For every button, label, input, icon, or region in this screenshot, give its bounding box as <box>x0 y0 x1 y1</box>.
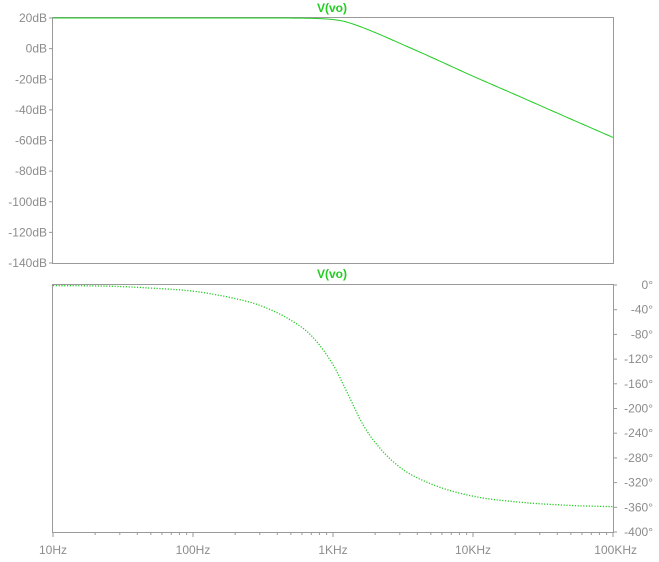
frequency-x-axis: 10Hz 100Hz 1KHz 10KHz 100KHz <box>39 532 637 557</box>
y-tick-label: -240° <box>624 426 653 440</box>
y-tick-label: 0° <box>642 278 654 292</box>
y-tick-label: -80dB <box>15 164 47 178</box>
y-tick-label: -320° <box>624 476 653 490</box>
y-tick-label: 0dB <box>26 42 47 56</box>
phase-plot-frame <box>52 284 614 533</box>
magnitude-panel: V(vo) 20dB 0dB -20dB -40dB -60dB -80dB -100dB -… <box>8 1 614 270</box>
phase-y-axis: 0° -40° -80° -120° -160° -200° -240° -280° -320°… <box>613 278 653 539</box>
x-tick-label: 10Hz <box>39 543 67 557</box>
y-tick-label: -40° <box>631 303 653 317</box>
y-tick-label: -400° <box>624 525 653 539</box>
phase-title: V(vo) <box>317 267 347 281</box>
y-tick-label: -20dB <box>15 72 47 86</box>
y-tick-label: -360° <box>624 500 653 514</box>
y-tick-label: -60dB <box>15 134 47 148</box>
x-tick-label: 10KHz <box>455 543 491 557</box>
magnitude-title: V(vo) <box>317 1 347 15</box>
y-tick-label: -160° <box>624 377 653 391</box>
y-tick-label: -40dB <box>15 103 47 117</box>
y-tick-label: -120° <box>624 352 653 366</box>
y-tick-label: -280° <box>624 451 653 465</box>
x-tick-label: 1KHz <box>318 543 347 557</box>
y-tick-label: 20dB <box>19 11 47 25</box>
magnitude-y-axis: 20dB 0dB -20dB -40dB -60dB -80dB -100dB -120dB -… <box>8 11 53 270</box>
phase-panel: V(vo) 0° -40° -80° -120° -160° -200° -240° -280… <box>39 267 653 557</box>
y-tick-label: -200° <box>624 402 653 416</box>
y-tick-label: -120dB <box>8 225 47 239</box>
x-tick-label: 100KHz <box>594 543 637 557</box>
y-tick-label: -100dB <box>8 195 47 209</box>
magnitude-trace <box>53 17 614 138</box>
y-tick-label: -80° <box>631 327 653 341</box>
magnitude-plot-frame <box>52 17 614 264</box>
x-tick-label: 100Hz <box>176 543 211 557</box>
phase-trace <box>52 284 614 508</box>
y-tick-label: -140dB <box>8 256 47 270</box>
